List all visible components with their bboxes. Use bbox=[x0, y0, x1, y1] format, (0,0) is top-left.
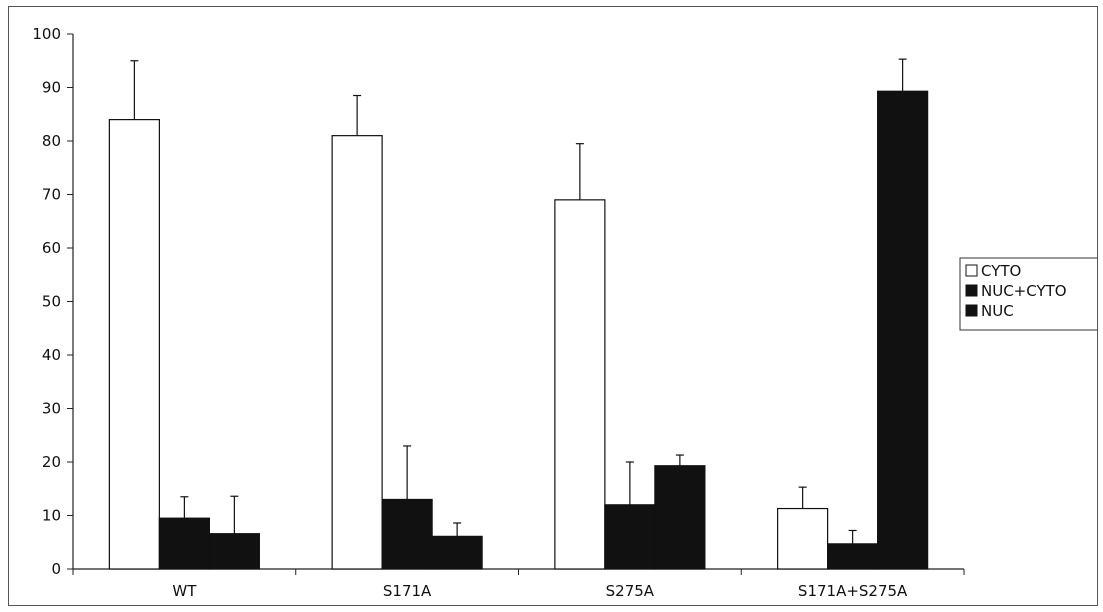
y-tick-label: 40 bbox=[42, 346, 61, 364]
y-tick-label: 100 bbox=[32, 25, 61, 43]
y-tick-label: 80 bbox=[42, 132, 61, 150]
bar bbox=[381, 498, 433, 570]
bar bbox=[604, 504, 656, 570]
axes bbox=[67, 33, 965, 575]
y-tick-label: 60 bbox=[42, 239, 61, 257]
bar bbox=[654, 465, 706, 570]
legend-swatch bbox=[965, 284, 978, 297]
bar-chart: 0 10 20 30 40 50 60 70 80 90 100 WT S171A S275A S171A+… bbox=[32, 25, 1097, 600]
y-tick-label: 0 bbox=[51, 560, 61, 578]
y-tick-label: 70 bbox=[42, 186, 61, 204]
x-category-label: S171A bbox=[383, 582, 432, 600]
legend-box bbox=[959, 257, 1097, 331]
bar bbox=[877, 90, 929, 570]
x-category-label: WT bbox=[172, 582, 197, 600]
bar bbox=[777, 507, 829, 570]
legend-swatch bbox=[965, 264, 978, 277]
axis-labels: 0 10 20 30 40 50 60 70 80 90 100 WT S171A S275A S171A+… bbox=[32, 25, 908, 600]
legend-label: NUC+CYTO bbox=[981, 282, 1067, 300]
x-category-label: S275A bbox=[606, 582, 655, 600]
y-tick-label: 10 bbox=[42, 507, 61, 525]
bar bbox=[158, 517, 210, 570]
legend-label: NUC bbox=[981, 302, 1014, 320]
chart-frame: 0 10 20 30 40 50 60 70 80 90 100 WT S171A S275A S171A+… bbox=[8, 6, 1098, 606]
legend-swatch bbox=[965, 304, 978, 317]
y-tick-label: 20 bbox=[42, 453, 61, 471]
legend: CYTO NUC+CYTO NUC bbox=[959, 257, 1097, 331]
legend-label: CYTO bbox=[981, 262, 1021, 280]
bar bbox=[208, 533, 260, 570]
y-tick-label: 30 bbox=[42, 400, 61, 418]
bar bbox=[554, 199, 606, 570]
bar bbox=[108, 118, 160, 570]
y-tick-label: 90 bbox=[42, 79, 61, 97]
bar bbox=[431, 535, 483, 570]
bar bbox=[331, 135, 383, 570]
y-tick-label: 50 bbox=[42, 293, 61, 311]
bars bbox=[108, 90, 929, 570]
bar bbox=[827, 543, 879, 570]
x-category-label: S171A+S275A bbox=[798, 582, 908, 600]
error-bars bbox=[130, 58, 907, 544]
